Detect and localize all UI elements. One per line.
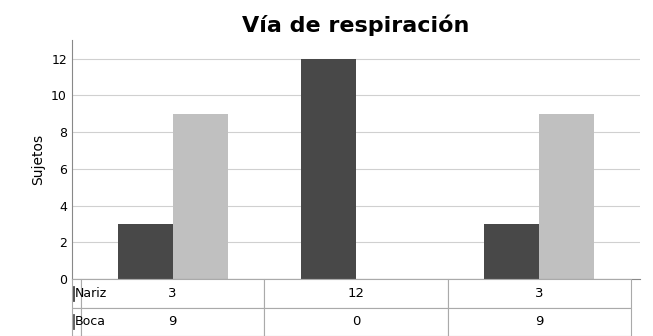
- Bar: [72, 286, 74, 301]
- Bar: [72, 314, 74, 329]
- Text: 9: 9: [168, 315, 177, 328]
- Bar: [81, 307, 264, 336]
- Text: Boca: Boca: [75, 315, 106, 328]
- Bar: [539, 114, 594, 279]
- Bar: [118, 224, 172, 279]
- Text: 12: 12: [347, 287, 364, 300]
- Bar: [72, 279, 81, 307]
- Bar: [447, 279, 631, 307]
- Bar: [72, 307, 81, 336]
- Y-axis label: Sujetos: Sujetos: [31, 134, 46, 185]
- Text: Nariz: Nariz: [75, 287, 107, 300]
- Bar: [447, 307, 631, 336]
- Text: 3: 3: [168, 287, 177, 300]
- Bar: [301, 59, 356, 279]
- Text: 9: 9: [535, 315, 543, 328]
- Bar: [264, 307, 447, 336]
- Text: 0: 0: [352, 315, 360, 328]
- Bar: [172, 114, 228, 279]
- Text: 3: 3: [535, 287, 543, 300]
- Bar: [264, 279, 447, 307]
- Bar: [484, 224, 539, 279]
- Bar: [81, 279, 264, 307]
- Title: Vía de respiración: Vía de respiración: [242, 14, 470, 36]
